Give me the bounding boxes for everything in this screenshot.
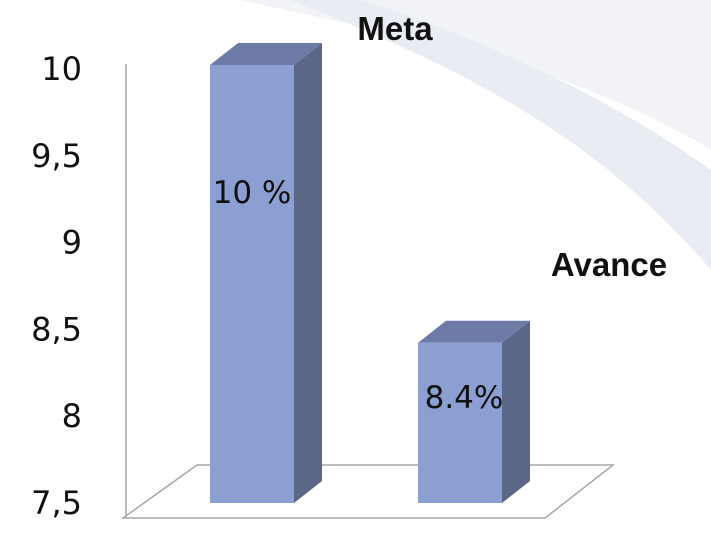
- background-swoosh-lower: [290, 0, 711, 270]
- chart-floor: [120, 464, 616, 519]
- labels-group: 10 % 8.4% Meta Avance: [213, 10, 667, 416]
- y-tick-label: 9,5: [31, 137, 82, 175]
- background-swoosh: [240, 0, 711, 150]
- axis-group: 7,5 8 8,5 9 9,5 10: [31, 50, 616, 522]
- y-tick-label: 10: [41, 50, 82, 88]
- bar-avance: [418, 320, 530, 503]
- bar-side-face: [294, 43, 322, 503]
- bar-top-face: [210, 43, 322, 65]
- category-label-avance: Avance: [551, 246, 667, 283]
- y-tick-label: 9: [62, 224, 82, 262]
- data-label-meta: 10 %: [213, 175, 292, 211]
- y-tick-label: 8,5: [31, 310, 82, 348]
- data-label-avance: 8.4%: [425, 380, 504, 416]
- y-tick-label: 8: [62, 397, 82, 435]
- bar-front-face: [210, 65, 294, 503]
- bars-group: [210, 43, 530, 503]
- bar-top-face: [418, 320, 530, 343]
- category-label-meta: Meta: [357, 10, 433, 47]
- bar-meta: [210, 43, 322, 503]
- bar-side-face: [502, 320, 530, 503]
- y-tick-label: 7,5: [31, 484, 82, 522]
- bar-front-face: [418, 342, 502, 503]
